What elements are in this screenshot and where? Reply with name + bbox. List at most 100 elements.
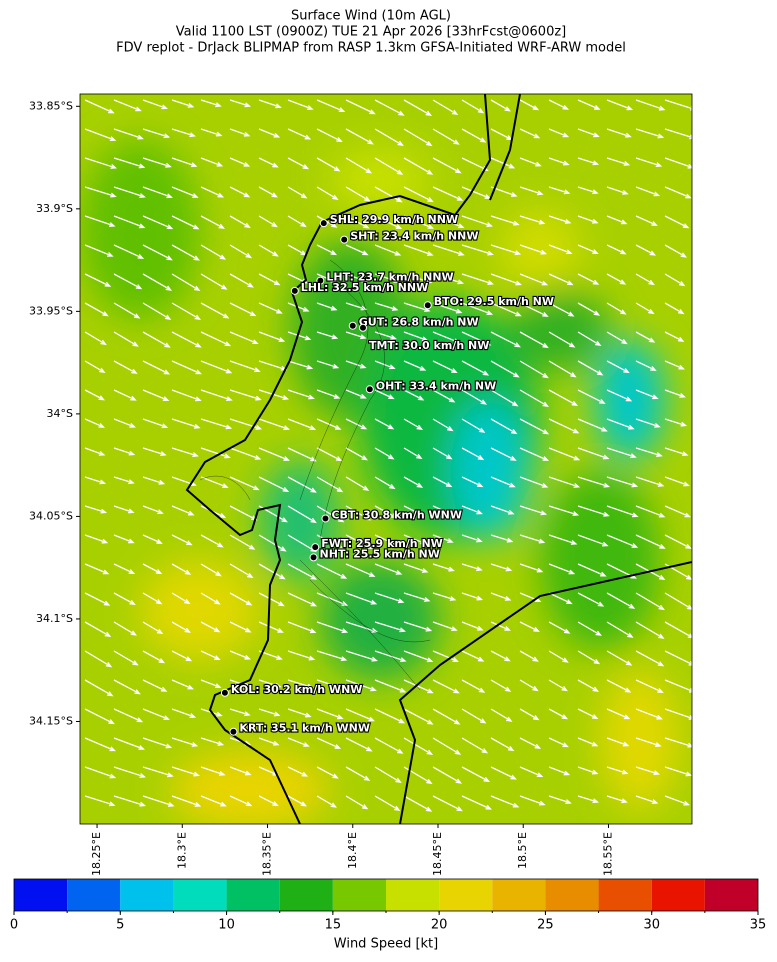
wind-arrow: [577, 273, 600, 285]
wind-arrow: [403, 592, 431, 602]
station-dot: [220, 688, 229, 697]
wind-arrow: [519, 418, 550, 435]
colorbar-tick-label: 0: [10, 918, 18, 933]
wind-arrow: [664, 389, 686, 398]
wind-arrow: [229, 128, 251, 137]
wind-arrow: [606, 621, 634, 638]
station-label: TMT: 30.0 km/h NW: [369, 339, 489, 352]
x-tick-label: 18.45°E: [431, 832, 444, 876]
wind-arrow: [519, 244, 548, 255]
wind-arrow: [84, 331, 107, 346]
wind-arrow: [200, 534, 224, 548]
wind-arrow: [490, 360, 520, 378]
wind-arrow: [606, 215, 628, 225]
wind-arrow: [258, 186, 278, 198]
wind-arrow: [635, 360, 657, 371]
wind-arrow: [316, 128, 343, 143]
x-tick-label: 18.5°E: [516, 832, 529, 869]
wind-arrow: [171, 679, 194, 690]
wind-arrow: [229, 360, 261, 373]
wind-arrow: [519, 331, 549, 349]
wind-arrow: [548, 737, 569, 748]
wind-arrow: [113, 737, 145, 750]
wind-arrow: [113, 650, 139, 666]
wind-arrow: [374, 418, 395, 430]
wind-arrow: [287, 186, 308, 199]
wind-arrow: [142, 244, 173, 261]
wind-arrow: [664, 708, 692, 720]
wind-arrow: [84, 766, 117, 779]
x-tick-label: 18.25°E: [90, 832, 103, 876]
wind-arrow: [345, 534, 374, 550]
wind-arrow: [606, 273, 627, 285]
wind-arrow: [113, 360, 138, 374]
wind-arrow: [635, 331, 656, 343]
wind-arrow: [403, 360, 427, 371]
wind-arrow: [403, 708, 434, 725]
map-field: [80, 94, 692, 824]
wind-arrow: [229, 563, 254, 579]
wind-arrow: [403, 505, 425, 517]
wind-arrow: [345, 592, 378, 605]
wind-arrow: [548, 447, 581, 461]
wind-arrow: [432, 273, 465, 285]
wind-arrow: [577, 99, 601, 110]
wind-arrow: [316, 621, 349, 634]
map-frame: [79, 93, 693, 825]
wind-arrow: [374, 128, 404, 146]
wind-arrow: [432, 708, 461, 725]
wind-arrow: [606, 186, 629, 195]
wind-arrow: [316, 447, 343, 462]
colorbar-tick-label: 10: [218, 918, 235, 933]
wind-arrow: [258, 447, 290, 461]
wind-arrow: [606, 389, 633, 402]
wind-arrow: [635, 592, 665, 611]
wind-arrow: [345, 795, 369, 810]
x-tick-label: 18.3°E: [175, 832, 188, 869]
wind-arrow: [84, 534, 109, 544]
wind-arrow: [113, 273, 143, 290]
wind-arrow: [200, 273, 228, 290]
wind-arrow: [113, 766, 146, 778]
wind-arrow: [200, 389, 233, 402]
wind-arrow: [200, 563, 222, 577]
wind-arrow: [200, 186, 225, 198]
wind-arrow: [142, 331, 171, 348]
wind-arrow: [635, 505, 666, 518]
wind-arrow: [461, 360, 490, 376]
wind-arrow: [403, 157, 434, 175]
wind-arrow: [548, 99, 570, 110]
wind-arrow: [113, 157, 146, 169]
wind-arrow: [577, 563, 607, 577]
wind-arrow: [490, 708, 513, 722]
wind-arrow: [432, 447, 453, 460]
wind-arrow: [200, 157, 224, 167]
wind-arrow: [258, 476, 290, 492]
wind-arrow: [142, 99, 169, 110]
colorbar-tick-label: 5: [116, 918, 124, 933]
wind-arrow: [287, 360, 314, 370]
wind-arrow: [345, 505, 372, 521]
station-dot: [290, 286, 299, 295]
wind-arrow: [142, 418, 169, 429]
wind-arrow: [577, 186, 599, 195]
wind-arrow: [606, 447, 637, 459]
wind-arrow: [142, 563, 163, 575]
wind-arrow: [113, 592, 136, 606]
wind-arrow: [577, 215, 599, 224]
wind-arrow: [490, 505, 515, 515]
wind-arrow: [635, 128, 665, 139]
station-label: LHL: 32.5 km/h NNW: [301, 281, 428, 294]
wind-arrow: [374, 302, 399, 311]
wind-arrow: [548, 302, 575, 317]
wind-arrow: [635, 389, 659, 400]
wind-arrow: [403, 766, 433, 785]
wind-arrow: [345, 679, 377, 692]
wind-arrow: [316, 418, 342, 430]
wind-arrow: [287, 157, 310, 170]
wind-arrow: [84, 99, 115, 114]
wind-arrow: [287, 418, 317, 431]
wind-arrow: [606, 679, 632, 693]
wind-arrow: [461, 244, 494, 256]
wind-arrow: [432, 621, 458, 632]
